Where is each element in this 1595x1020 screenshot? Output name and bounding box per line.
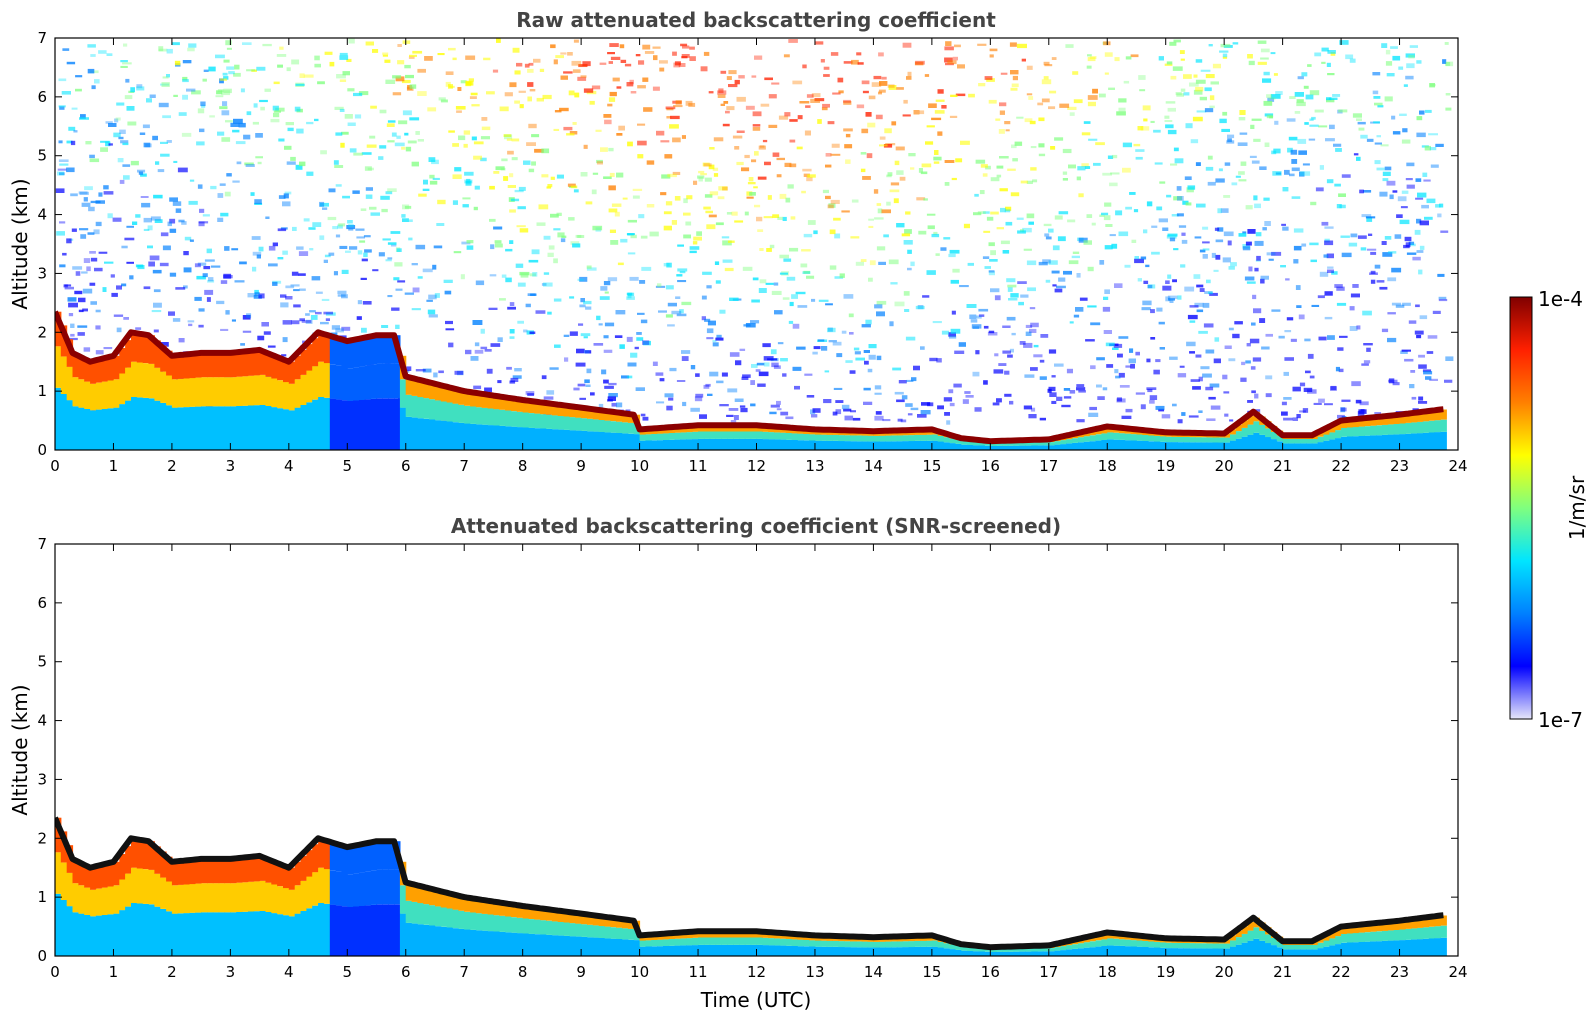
colorbar-gradient xyxy=(1509,296,1533,720)
y-axis-ticks: 0 1 2 3 4 5 6 7 xyxy=(37,535,1458,965)
x-tick-label: 6 xyxy=(401,457,411,475)
x-tick-label: 23 xyxy=(1390,457,1409,475)
y-tick-label: 4 xyxy=(37,206,47,224)
y-axis-label: Altitude (km) xyxy=(8,684,32,815)
x-tick-label: 4 xyxy=(284,963,294,981)
x-tick-label: 14 xyxy=(864,963,883,981)
chart-title: Raw attenuated backscattering coefficien… xyxy=(516,8,996,32)
x-tick-label: 20 xyxy=(1215,457,1234,475)
x-tick-label: 11 xyxy=(688,457,707,475)
x-tick-label: 3 xyxy=(226,963,236,981)
x-tick-label: 17 xyxy=(1039,963,1058,981)
x-axis-label: Time (UTC) xyxy=(700,988,812,1012)
y-tick-label: 6 xyxy=(37,88,47,106)
x-tick-label: 17 xyxy=(1039,457,1058,475)
boundary-layer-band xyxy=(55,817,1447,956)
plot-area xyxy=(55,816,1447,956)
x-tick-label: 12 xyxy=(747,457,766,475)
x-tick-label: 3 xyxy=(226,457,236,475)
x-tick-label: 15 xyxy=(922,457,941,475)
x-tick-label: 8 xyxy=(518,963,528,981)
y-tick-label: 1 xyxy=(37,888,47,906)
x-tick-label: 24 xyxy=(1448,457,1467,475)
y-tick-label: 5 xyxy=(37,147,47,165)
x-tick-label: 21 xyxy=(1273,963,1292,981)
y-tick-label: 3 xyxy=(37,770,47,788)
x-tick-label: 15 xyxy=(922,963,941,981)
x-tick-label: 1 xyxy=(109,457,119,475)
x-tick-label: 10 xyxy=(630,963,649,981)
y-tick-label: 0 xyxy=(37,441,47,459)
x-tick-label: 1 xyxy=(109,963,119,981)
x-tick-label: 18 xyxy=(1098,963,1117,981)
x-tick-label: 4 xyxy=(284,457,294,475)
raw-backscatter-panel: Raw attenuated backscattering coefficien… xyxy=(8,8,1468,475)
y-tick-label: 7 xyxy=(37,29,47,47)
x-tick-label: 22 xyxy=(1332,457,1351,475)
x-tick-label: 2 xyxy=(167,963,177,981)
y-tick-label: 4 xyxy=(37,712,47,730)
colorbar-max-label: 1e-4 xyxy=(1538,287,1583,311)
x-axis-ticks: 0 1 2 3 4 5 6 7 8 9 10 11 12 13 14 15 16 17 18 19 20 21 22 23 24 xyxy=(50,544,1468,981)
y-tick-label: 3 xyxy=(37,264,47,282)
plot-area xyxy=(55,38,1454,450)
snr-screened-panel: Attenuated backscattering coefficient (S… xyxy=(8,514,1468,1012)
x-tick-label: 14 xyxy=(864,457,883,475)
x-tick-label: 9 xyxy=(576,963,586,981)
y-axis-label: Altitude (km) xyxy=(8,178,32,309)
x-tick-label: 7 xyxy=(459,457,469,475)
y-tick-label: 2 xyxy=(37,829,47,847)
x-tick-label: 19 xyxy=(1156,963,1175,981)
x-tick-label: 24 xyxy=(1448,963,1467,981)
x-tick-label: 21 xyxy=(1273,457,1292,475)
x-tick-label: 16 xyxy=(981,963,1000,981)
x-tick-label: 19 xyxy=(1156,457,1175,475)
x-tick-label: 9 xyxy=(576,457,586,475)
x-tick-label: 13 xyxy=(805,457,824,475)
colorbar: 1e-4 1e-7 1/m/sr xyxy=(1509,287,1589,732)
y-tick-label: 5 xyxy=(37,653,47,671)
x-tick-label: 2 xyxy=(167,457,177,475)
x-tick-label: 10 xyxy=(630,457,649,475)
cloud-layer-line xyxy=(55,310,1444,445)
x-tick-label: 13 xyxy=(805,963,824,981)
y-tick-label: 0 xyxy=(37,947,47,965)
y-tick-label: 6 xyxy=(37,594,47,612)
x-tick-label: 5 xyxy=(343,963,353,981)
x-tick-label: 0 xyxy=(50,963,60,981)
y-axis-ticks: 0 1 2 3 4 5 6 7 xyxy=(37,29,1458,459)
chart-title: Attenuated backscattering coefficient (S… xyxy=(451,514,1061,538)
x-tick-label: 7 xyxy=(459,963,469,981)
x-tick-label: 0 xyxy=(50,457,60,475)
x-tick-label: 6 xyxy=(401,963,411,981)
cloud-layer-line xyxy=(55,816,1444,951)
colorbar-min-label: 1e-7 xyxy=(1538,708,1583,732)
x-tick-label: 22 xyxy=(1332,963,1351,981)
x-axis-ticks: 0 1 2 3 4 5 6 7 8 9 10 11 12 13 14 15 16 17 18 19 20 21 22 23 24 xyxy=(50,38,1468,475)
y-tick-label: 7 xyxy=(37,535,47,553)
y-tick-label: 2 xyxy=(37,323,47,341)
x-tick-label: 5 xyxy=(343,457,353,475)
colorbar-unit-label: 1/m/sr xyxy=(1565,475,1589,540)
y-tick-label: 1 xyxy=(37,382,47,400)
x-tick-label: 20 xyxy=(1215,963,1234,981)
x-tick-label: 16 xyxy=(981,457,1000,475)
x-tick-label: 12 xyxy=(747,963,766,981)
x-tick-label: 11 xyxy=(688,963,707,981)
boundary-layer-band xyxy=(55,311,1447,450)
x-tick-label: 23 xyxy=(1390,963,1409,981)
x-tick-label: 8 xyxy=(518,457,528,475)
x-tick-label: 18 xyxy=(1098,457,1117,475)
